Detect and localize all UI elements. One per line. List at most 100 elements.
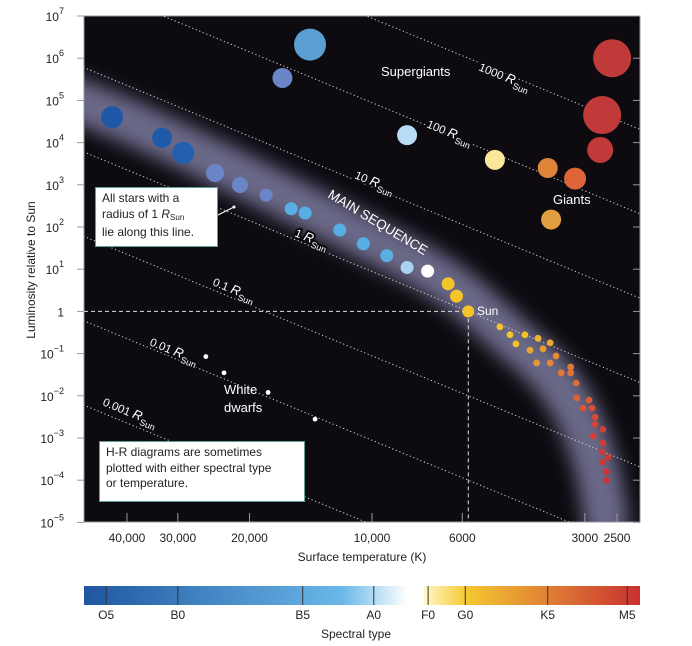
y-tick-exponent: 7 bbox=[59, 6, 64, 16]
star-point bbox=[298, 206, 312, 220]
x-tick-label: 3000 bbox=[571, 531, 598, 545]
star-point bbox=[604, 453, 612, 461]
star-point bbox=[356, 237, 370, 251]
y-tick-exponent: 4 bbox=[59, 133, 64, 143]
star-point bbox=[572, 379, 580, 387]
radius-callout-line2: radius of 1 RSun bbox=[102, 206, 185, 222]
star-point bbox=[441, 277, 455, 291]
y-tick-label: 102 bbox=[46, 217, 64, 235]
star-point bbox=[284, 202, 298, 216]
star-point bbox=[294, 28, 327, 61]
x-tick-label: 6000 bbox=[449, 531, 476, 545]
star-point bbox=[567, 363, 575, 371]
star-point bbox=[579, 404, 587, 412]
y-tick-label: 10−1 bbox=[40, 344, 64, 362]
spectral-tick-label: K5 bbox=[540, 608, 555, 622]
radius-callout-line3: lie along this line. bbox=[102, 225, 195, 239]
star-point bbox=[265, 390, 271, 395]
star-point bbox=[599, 458, 607, 466]
y-tick-exponent: 2 bbox=[59, 217, 64, 227]
x-tick-label: 20,000 bbox=[231, 531, 268, 545]
star-point bbox=[259, 188, 273, 202]
y-tick-exponent: −2 bbox=[54, 386, 64, 396]
giants-label: Giants bbox=[553, 192, 591, 207]
plot-area bbox=[83, 15, 641, 523]
star-point bbox=[557, 369, 565, 377]
y-tick-label: 101 bbox=[46, 259, 64, 277]
spectral-tick-label: O5 bbox=[98, 608, 114, 622]
star-point bbox=[521, 331, 529, 339]
star-point bbox=[449, 289, 463, 303]
y-tick-exponent: 3 bbox=[59, 175, 64, 185]
star-point bbox=[172, 141, 195, 164]
star-point bbox=[583, 96, 622, 135]
y-tick-label: 10−3 bbox=[40, 428, 64, 446]
spectral-tick-label: F0 bbox=[421, 608, 435, 622]
note-line1: H-R diagrams are sometimes bbox=[106, 445, 263, 459]
y-tick-exponent: −4 bbox=[54, 470, 64, 480]
y-tick-label: 1 bbox=[57, 305, 64, 319]
spectral-type-title: Spectral type bbox=[321, 627, 391, 641]
star-point bbox=[573, 394, 581, 402]
star-point bbox=[587, 136, 614, 163]
spectral-tick-label: B0 bbox=[170, 608, 185, 622]
white-dwarfs-label: White bbox=[224, 382, 257, 397]
star-point bbox=[496, 323, 504, 331]
white-dwarfs-label-2: dwarfs bbox=[224, 400, 263, 415]
star-point bbox=[506, 331, 514, 339]
star-point bbox=[333, 223, 347, 237]
spectral-tick-label: G0 bbox=[457, 608, 473, 622]
star-point bbox=[599, 439, 607, 447]
radius-callout-line1: All stars with a bbox=[102, 191, 180, 205]
y-tick-base: 10 bbox=[46, 10, 60, 24]
y-tick-base: 10 bbox=[40, 516, 54, 530]
y-tick-base: 10 bbox=[46, 221, 60, 235]
x-tick-label: 10,000 bbox=[354, 531, 391, 545]
star-point bbox=[312, 416, 318, 422]
spectral-tick-label: A0 bbox=[366, 608, 381, 622]
y-tick-label: 106 bbox=[46, 48, 64, 66]
star-point bbox=[591, 421, 599, 428]
spectral-bar-cool bbox=[424, 586, 640, 605]
y-tick-label: 10−5 bbox=[40, 512, 64, 530]
spectral-tick-label: M5 bbox=[619, 608, 636, 622]
y-tick-base: 10 bbox=[46, 263, 60, 277]
y-tick-base: 10 bbox=[40, 432, 54, 446]
x-tick-label: 30,000 bbox=[159, 531, 196, 545]
y-tick-exponent: −1 bbox=[54, 344, 64, 354]
note-line3: or temperature. bbox=[106, 476, 189, 490]
y-tick-exponent: 5 bbox=[59, 90, 64, 100]
star-point bbox=[537, 158, 558, 179]
star-point bbox=[534, 334, 542, 342]
star-point bbox=[602, 468, 610, 475]
spectral-note-callout: H-R diagrams are sometimes plotted with … bbox=[99, 441, 305, 502]
y-tick-exponent: −5 bbox=[54, 512, 64, 522]
star-point bbox=[585, 396, 593, 404]
y-tick-base: 10 bbox=[40, 390, 54, 404]
star-point bbox=[541, 209, 562, 230]
star-point bbox=[564, 167, 587, 190]
sun-label: Sun bbox=[477, 304, 498, 318]
star-point bbox=[546, 359, 554, 367]
x-axis-title: Surface temperature (K) bbox=[298, 550, 427, 564]
y-tick-exponent: −3 bbox=[54, 428, 64, 438]
y-tick-label: 10−2 bbox=[40, 386, 64, 404]
note-line2: plotted with either spectral type bbox=[106, 460, 272, 475]
star-point bbox=[512, 340, 520, 348]
spectral-bar-hot bbox=[84, 586, 407, 605]
star-point bbox=[397, 125, 418, 146]
y-tick-base: 10 bbox=[46, 137, 60, 151]
y-tick-label: 107 bbox=[46, 6, 64, 24]
star-point bbox=[567, 369, 575, 377]
star-point bbox=[603, 476, 611, 484]
y-tick-exponent: 6 bbox=[59, 48, 64, 58]
y-tick-base: 10 bbox=[40, 348, 54, 362]
star-point bbox=[598, 448, 606, 456]
star-point bbox=[421, 264, 435, 278]
star-point bbox=[599, 425, 607, 433]
star-point bbox=[546, 339, 554, 347]
y-tick-base: 1 bbox=[57, 305, 64, 319]
y-tick-label: 105 bbox=[46, 90, 64, 108]
spectral-type-bar: O5 B0 B5 A0 F0 G0 K5 M5 bbox=[84, 586, 640, 622]
star-point bbox=[101, 106, 124, 129]
